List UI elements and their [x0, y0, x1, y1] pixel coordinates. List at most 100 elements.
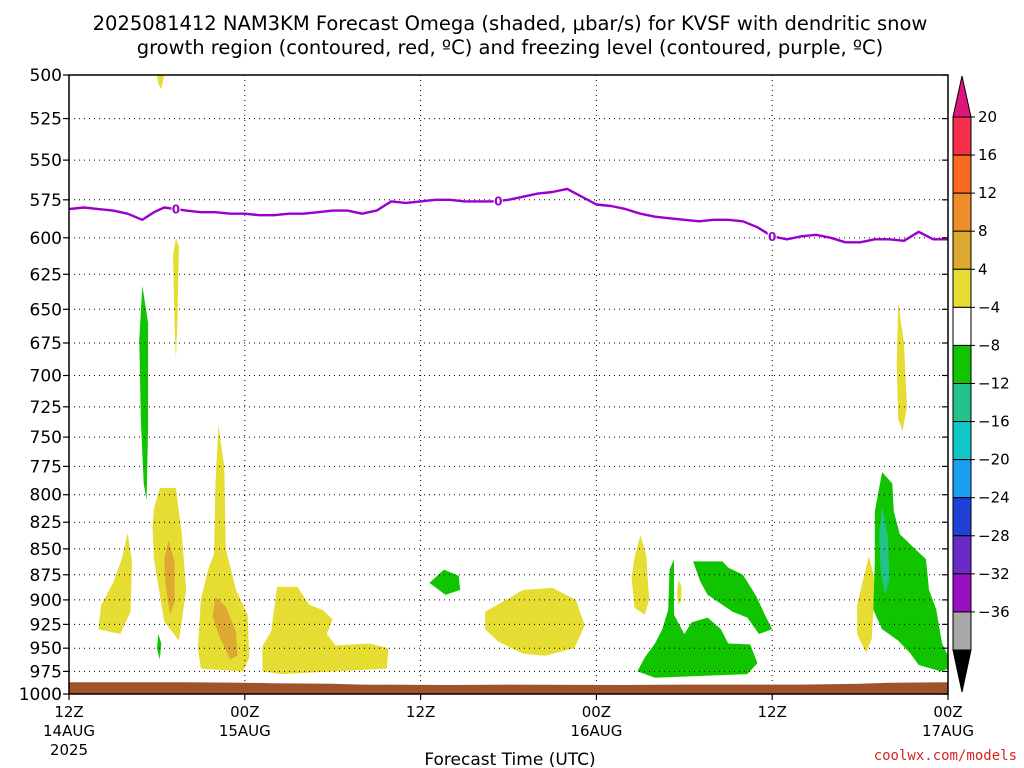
colorbar-label: 8 [978, 222, 988, 240]
colorbar-label: −12 [978, 375, 1010, 393]
y-axis: 500 525 550 575 600 625 650 675 700 725 750 775 800 8… [19, 66, 948, 705]
x-tick-label: 12Z [406, 703, 435, 721]
colorbar-label: 4 [978, 260, 988, 278]
colorbar-bottom-arrow [952, 649, 972, 693]
x-tick-label: 00Z [582, 703, 611, 721]
omega-region-down-4-8-17 [693, 561, 773, 634]
x-tick-label: 12Z [54, 703, 83, 721]
y-tick-label: 650 [30, 300, 62, 320]
y-tick-label: 800 [30, 486, 62, 506]
omega-region-down-4-8-13 [139, 285, 149, 501]
x-tick-date: 16AUG [570, 722, 622, 740]
colorbar-label: −8 [978, 336, 1000, 354]
colorbar-swatch [952, 230, 972, 270]
colorbar-swatch [952, 306, 972, 346]
colorbar-top-arrow [952, 75, 972, 118]
y-tick-label: 925 [30, 615, 62, 635]
y-tick-label: 600 [30, 229, 62, 249]
freezing-label-bg [171, 202, 181, 216]
colorbar-label: 20 [978, 108, 997, 126]
colorbar-label: 12 [978, 184, 997, 202]
colorbar-label: −16 [978, 413, 1010, 431]
y-tick-label: 525 [30, 110, 62, 130]
x-tick-date: 17AUG [922, 722, 974, 740]
chart-title-line2: growth region (contoured, red, ºC) and f… [137, 36, 884, 59]
y-tick-label: 550 [30, 151, 62, 171]
colorbar-swatch [952, 154, 972, 194]
freezing-level-layer: 0 0 0 [68, 187, 948, 244]
x-tick-label: 12Z [758, 703, 787, 721]
colorbar-label: −28 [978, 527, 1010, 545]
colorbar-label: −36 [978, 603, 1010, 621]
omega-region-up-4-8-11 [857, 556, 875, 653]
y-tick-label: 575 [30, 191, 62, 211]
y-tick-label: 675 [30, 334, 62, 354]
omega-region-down-4-8-14 [156, 634, 162, 660]
credit-text: coolwx.com/models [874, 748, 1017, 764]
colorbar-swatch [952, 573, 972, 613]
omega-region-up-4-8-0 [156, 75, 165, 90]
colorbar-swatch [952, 535, 972, 575]
terrain-fill [69, 682, 948, 694]
y-tick-label: 950 [30, 639, 62, 659]
colorbar-swatch [952, 611, 972, 651]
omega-region-up-4-8-2 [98, 533, 132, 634]
y-tick-label: 875 [30, 566, 62, 586]
y-tick-label: 975 [30, 662, 62, 682]
colorbar-swatch [952, 344, 972, 384]
x-axis-title: Forecast Time (UTC) [424, 750, 595, 768]
colorbar-swatch [952, 459, 972, 499]
colorbar-label: −20 [978, 451, 1010, 469]
y-tick-label: 700 [30, 366, 62, 386]
colorbar-swatch [952, 192, 972, 232]
terrain-layer [69, 682, 948, 694]
x-tick-year: 2025 [50, 741, 88, 759]
omega-region-up-4-8-12 [896, 302, 907, 432]
y-tick-label: 500 [30, 66, 62, 86]
y-tick-label: 775 [30, 457, 62, 477]
colorbar-swatch [952, 383, 972, 423]
y-tick-label: 825 [30, 513, 62, 533]
omega-region-down-4-8-16 [637, 559, 758, 678]
omega-region-up-4-8-7 [262, 586, 389, 675]
y-tick-label: 725 [30, 398, 62, 418]
omega-region-up-4-8-8 [485, 587, 585, 656]
x-tick-date: 15AUG [219, 722, 271, 740]
freezing-label-bg [767, 229, 777, 243]
x-tick-date: 14AUG [43, 722, 95, 740]
colorbar-label: −4 [978, 298, 1000, 316]
colorbar-label: 16 [978, 146, 997, 164]
omega-region-up-8-12-4 [164, 540, 175, 615]
y-tick-label: 900 [30, 591, 62, 611]
colorbar: 20 16 12 8 4 −4 −8 −12 −16 −20 −24 −28 −32 −36 [952, 75, 1010, 693]
colorbar-swatch [952, 421, 972, 461]
freezing-level-label: 0 [172, 203, 180, 217]
freezing-level-line [68, 187, 948, 244]
colorbar-label: −32 [978, 565, 1010, 583]
omega-region-up-4-8-9 [631, 535, 650, 615]
grid-lines [69, 75, 948, 694]
colorbar-label: −24 [978, 489, 1010, 507]
chart-title-line1: 2025081412 NAM3KM Forecast Omega (shaded… [93, 12, 928, 35]
omega-region-down-4-8-15 [429, 569, 461, 595]
plot-frame [68, 74, 949, 695]
colorbar-swatch [952, 268, 972, 308]
omega-region-up-8-12-6 [212, 596, 238, 660]
y-tick-label: 1000 [19, 685, 62, 705]
x-tick-label: 00Z [230, 703, 259, 721]
freezing-level-label: 0 [768, 230, 776, 244]
colorbar-swatch [952, 116, 972, 156]
y-tick-label: 750 [30, 428, 62, 448]
colorbar-swatch [952, 497, 972, 537]
omega-region-up-4-8-10 [677, 579, 682, 605]
omega-region-up-4-8-5 [197, 425, 250, 672]
omega-region-down-8-12-19 [879, 505, 890, 595]
omega-region-up-4-8-1 [173, 237, 179, 360]
omega-region-down-4-8-18 [873, 472, 948, 672]
omega-shading [98, 75, 948, 678]
x-tick-label: 00Z [933, 703, 962, 721]
y-tick-label: 850 [30, 540, 62, 560]
freezing-level-label: 0 [494, 194, 502, 208]
